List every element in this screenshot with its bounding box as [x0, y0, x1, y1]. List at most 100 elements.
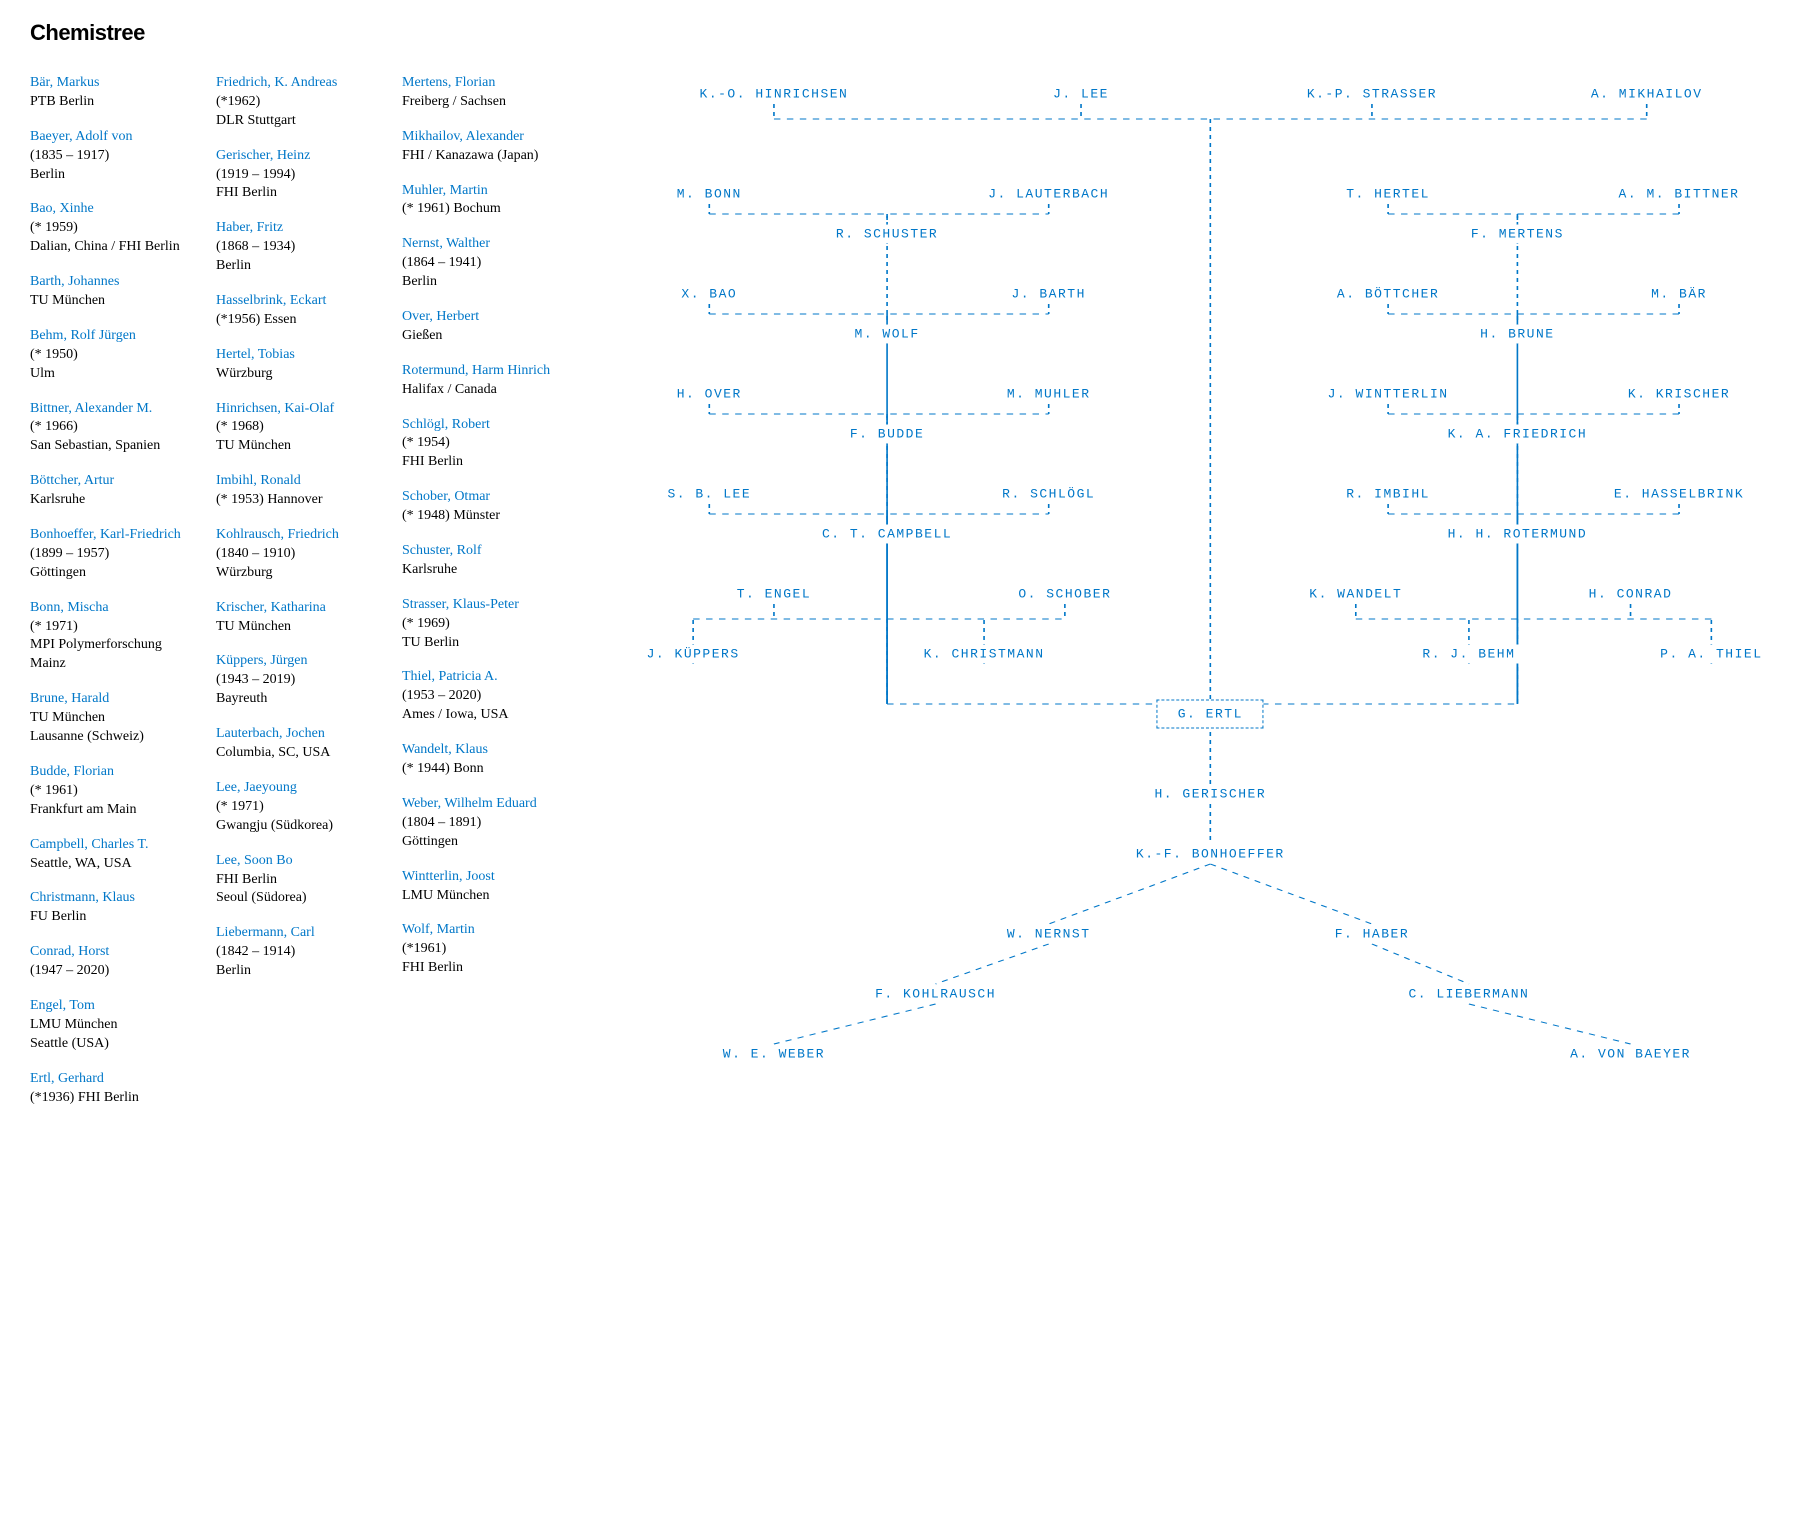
scientist-link[interactable]: Bonn, Mischa [30, 599, 198, 618]
scientist-meta: Berlin [30, 166, 198, 185]
scientist-link[interactable]: Liebermann, Carl [216, 924, 384, 943]
tree-node[interactable]: K.-F. BONHOEFFER [1130, 845, 1291, 864]
scientist-link[interactable]: Engel, Tom [30, 997, 198, 1016]
tree-node[interactable]: F. MERTENS [1465, 225, 1570, 244]
tree-node[interactable]: R. IMBIHL [1340, 485, 1436, 504]
scientist-link[interactable]: Krischer, Katharina [216, 599, 384, 618]
scientist-link[interactable]: Imbihl, Ronald [216, 472, 384, 491]
tree-node[interactable]: S. B. LEE [661, 485, 757, 504]
scientist-link[interactable]: Over, Herbert [402, 308, 570, 327]
scientist-meta: Würzburg [216, 365, 384, 384]
scientist-link[interactable]: Gerischer, Heinz [216, 147, 384, 166]
list-column: Mertens, FlorianFreiberg / SachsenMikhai… [402, 74, 570, 1134]
scientist-link[interactable]: Christmann, Klaus [30, 889, 198, 908]
tree-node[interactable]: J. WINTTERLIN [1322, 385, 1455, 404]
scientist-meta: FHI Berlin [216, 871, 384, 890]
tree-node[interactable]: M. BÄR [1645, 285, 1713, 304]
tree-node[interactable]: R. SCHUSTER [830, 225, 944, 244]
scientist-link[interactable]: Conrad, Horst [30, 943, 198, 962]
scientist-link[interactable]: Bär, Markus [30, 74, 198, 93]
tree-node[interactable]: J. BARTH [1005, 285, 1091, 304]
scientist-link[interactable]: Küppers, Jürgen [216, 652, 384, 671]
tree-node[interactable]: C. LIEBERMANN [1402, 985, 1535, 1004]
scientist-link[interactable]: Barth, Johannes [30, 273, 198, 292]
scientist-meta: (1835 – 1917) [30, 147, 198, 166]
tree-node[interactable]: K. WANDELT [1303, 585, 1408, 604]
scientist-link[interactable]: Brune, Harald [30, 690, 198, 709]
tree-node[interactable]: K. KRISCHER [1622, 385, 1736, 404]
tree-node[interactable]: A. VON BAEYER [1564, 1045, 1697, 1064]
tree-node[interactable]: J. LAUTERBACH [982, 185, 1115, 204]
scientist-link[interactable]: Muhler, Martin [402, 182, 570, 201]
scientist-link[interactable]: Nernst, Walther [402, 235, 570, 254]
scientist-link[interactable]: Behm, Rolf Jürgen [30, 327, 198, 346]
main-layout: Bär, MarkusPTB BerlinBaeyer, Adolf von(1… [30, 74, 1776, 1134]
scientist-link[interactable]: Strasser, Klaus-Peter [402, 596, 570, 615]
scientist-meta: Bayreuth [216, 690, 384, 709]
tree-node[interactable]: M. BONN [671, 185, 748, 204]
scientist-link[interactable]: Bao, Xinhe [30, 200, 198, 219]
scientist-link[interactable]: Weber, Wilhelm Eduard [402, 795, 570, 814]
tree-node[interactable]: M. MUHLER [1001, 385, 1097, 404]
scientist-link[interactable]: Campbell, Charles T. [30, 836, 198, 855]
scientist-link[interactable]: Mertens, Florian [402, 74, 570, 93]
scientist-link[interactable]: Ertl, Gerhard [30, 1070, 198, 1089]
tree-node[interactable]: K.-O. HINRICHSEN [694, 85, 855, 104]
tree-node[interactable]: G. ERTL [1157, 700, 1264, 729]
scientist-meta: Ulm [30, 365, 198, 384]
scientist-link[interactable]: Rotermund, Harm Hinrich [402, 362, 570, 381]
scientist-link[interactable]: Wolf, Martin [402, 921, 570, 940]
scientist-link[interactable]: Budde, Florian [30, 763, 198, 782]
tree-node[interactable]: K. A. FRIEDRICH [1442, 425, 1594, 444]
tree-node[interactable]: M. WOLF [849, 325, 926, 344]
tree-node[interactable]: X. BAO [675, 285, 743, 304]
scientist-link[interactable]: Baeyer, Adolf von [30, 128, 198, 147]
scientist-link[interactable]: Thiel, Patricia A. [402, 668, 570, 687]
scientist-link[interactable]: Haber, Fritz [216, 219, 384, 238]
tree-node[interactable]: W. E. WEBER [717, 1045, 831, 1064]
tree-node[interactable]: K. CHRISTMANN [918, 645, 1051, 664]
scientist-link[interactable]: Wintterlin, Joost [402, 868, 570, 887]
tree-node[interactable]: R. SCHLÖGL [996, 485, 1101, 504]
scientist-link[interactable]: Hertel, Tobias [216, 346, 384, 365]
scientist-link[interactable]: Hasselbrink, Eckart [216, 292, 384, 311]
tree-node[interactable]: A. BÖTTCHER [1331, 285, 1445, 304]
scientist-link[interactable]: Schober, Otmar [402, 488, 570, 507]
tree-node[interactable]: T. HERTEL [1340, 185, 1436, 204]
scientist-link[interactable]: Böttcher, Artur [30, 472, 198, 491]
tree-node[interactable]: C. T. CAMPBELL [816, 525, 958, 544]
scientist-link[interactable]: Wandelt, Klaus [402, 741, 570, 760]
scientist-link[interactable]: Friedrich, K. Andreas [216, 74, 384, 93]
tree-node[interactable]: O. SCHOBER [1012, 585, 1117, 604]
tree-node[interactable]: F. KOHLRAUSCH [869, 985, 1002, 1004]
tree-node[interactable]: F. BUDDE [844, 425, 930, 444]
tree-node[interactable]: H. GERISCHER [1149, 785, 1273, 804]
tree-node[interactable]: H. BRUNE [1474, 325, 1560, 344]
scientist-link[interactable]: Kohlrausch, Friedrich [216, 526, 384, 545]
tree-node[interactable]: H. CONRAD [1583, 585, 1679, 604]
scientist-entry: Christmann, KlausFU Berlin [30, 889, 198, 927]
tree-node[interactable]: J. LEE [1047, 85, 1115, 104]
scientist-link[interactable]: Lauterbach, Jochen [216, 725, 384, 744]
tree-node[interactable]: P. A. THIEL [1654, 645, 1768, 664]
tree-node[interactable]: K.-P. STRASSER [1301, 85, 1443, 104]
scientist-link[interactable]: Hinrichsen, Kai-Olaf [216, 400, 384, 419]
tree-node[interactable]: A. M. BITTNER [1613, 185, 1746, 204]
tree-node[interactable]: J. KÜPPERS [641, 645, 746, 664]
tree-node[interactable]: H. H. ROTERMUND [1442, 525, 1594, 544]
scientist-link[interactable]: Schlögl, Robert [402, 416, 570, 435]
scientist-entry: Gerischer, Heinz(1919 – 1994)FHI Berlin [216, 147, 384, 204]
tree-node[interactable]: A. MIKHAILOV [1585, 85, 1709, 104]
scientist-link[interactable]: Bittner, Alexander M. [30, 400, 198, 419]
tree-node[interactable]: W. NERNST [1001, 925, 1097, 944]
tree-node[interactable]: R. J. BEHM [1416, 645, 1521, 664]
scientist-link[interactable]: Schuster, Rolf [402, 542, 570, 561]
scientist-link[interactable]: Mikhailov, Alexander [402, 128, 570, 147]
tree-node[interactable]: H. OVER [671, 385, 748, 404]
tree-node[interactable]: E. HASSELBRINK [1608, 485, 1750, 504]
tree-node[interactable]: T. ENGEL [731, 585, 817, 604]
scientist-link[interactable]: Lee, Jaeyoung [216, 779, 384, 798]
scientist-link[interactable]: Lee, Soon Bo [216, 852, 384, 871]
scientist-link[interactable]: Bonhoeffer, Karl-Friedrich [30, 526, 198, 545]
tree-node[interactable]: F. HABER [1329, 925, 1415, 944]
